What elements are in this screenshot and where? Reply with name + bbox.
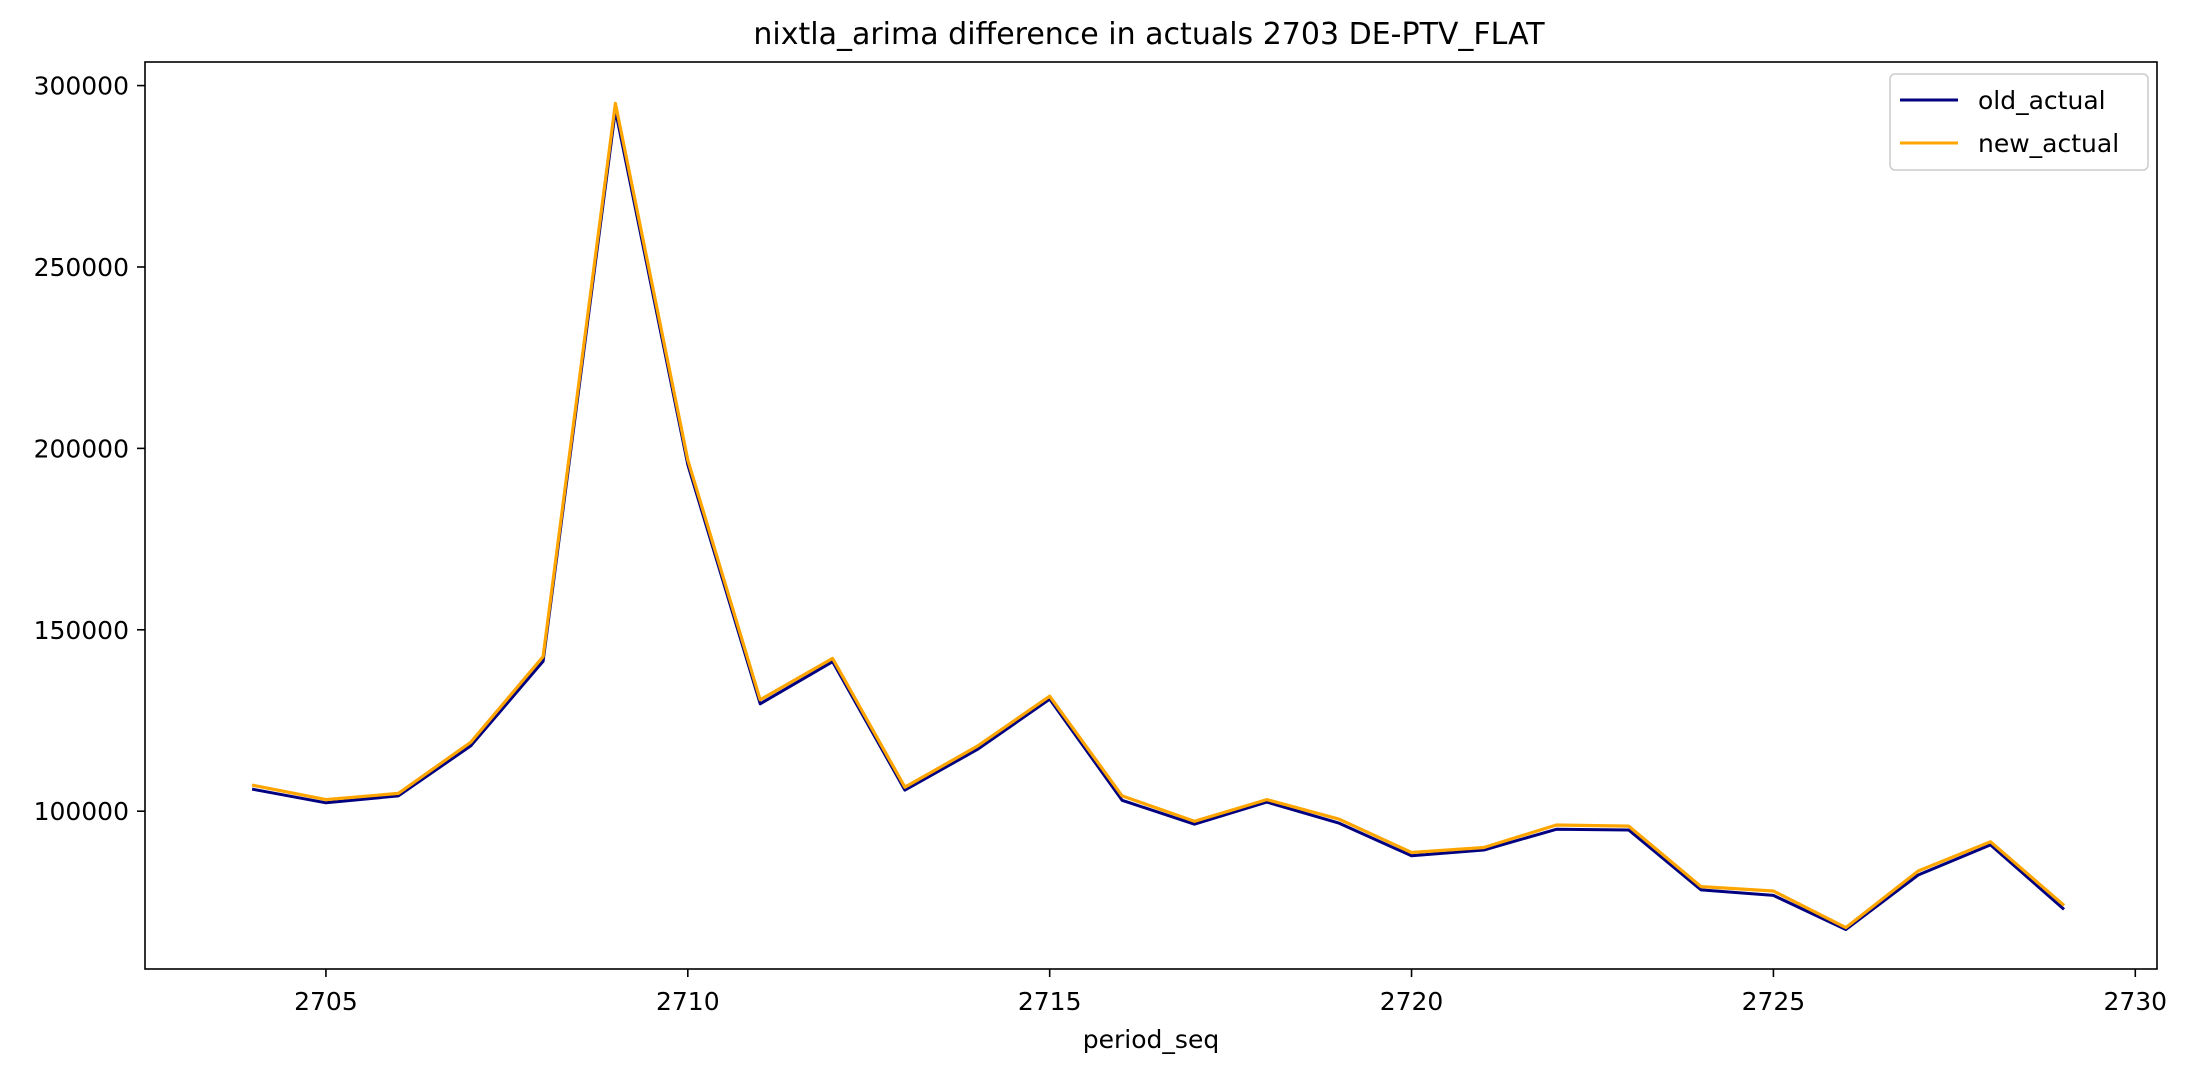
- x-tick-label: 2705: [294, 987, 358, 1016]
- legend-label-old-actual: old_actual: [1978, 86, 2106, 115]
- series-layer: [251, 101, 2066, 931]
- x-tick-label: 2720: [1380, 987, 1444, 1016]
- chart-title: nixtla_arima difference in actuals 2703 …: [753, 17, 1545, 52]
- legend-box: [1889, 73, 2149, 171]
- series-line-new-actual: [251, 101, 2066, 930]
- legend-label-new-actual: new_actual: [1978, 129, 2119, 158]
- x-axis-ticks: 2705 2710 2715 2720 2725 2730: [294, 969, 2167, 1016]
- y-tick-label: 300000: [34, 72, 129, 101]
- plot-area: [144, 61, 2158, 970]
- y-axis-ticks: 100000 150000 200000 250000 300000: [34, 72, 145, 826]
- x-tick-label: 2725: [1742, 987, 1806, 1016]
- y-tick-label: 200000: [34, 434, 129, 463]
- legend: old_actual new_actual: [1889, 73, 2149, 171]
- x-axis-label: period_seq: [1083, 1025, 1219, 1054]
- y-tick-label: 100000: [34, 797, 129, 826]
- x-tick-label: 2715: [1018, 987, 1082, 1016]
- y-tick-label: 150000: [34, 616, 129, 645]
- plot-frame: [144, 61, 2158, 970]
- plot-background: [145, 62, 2157, 969]
- x-tick-label: 2710: [656, 987, 720, 1016]
- x-tick-label: 2730: [2103, 987, 2167, 1016]
- y-tick-label: 250000: [34, 253, 129, 282]
